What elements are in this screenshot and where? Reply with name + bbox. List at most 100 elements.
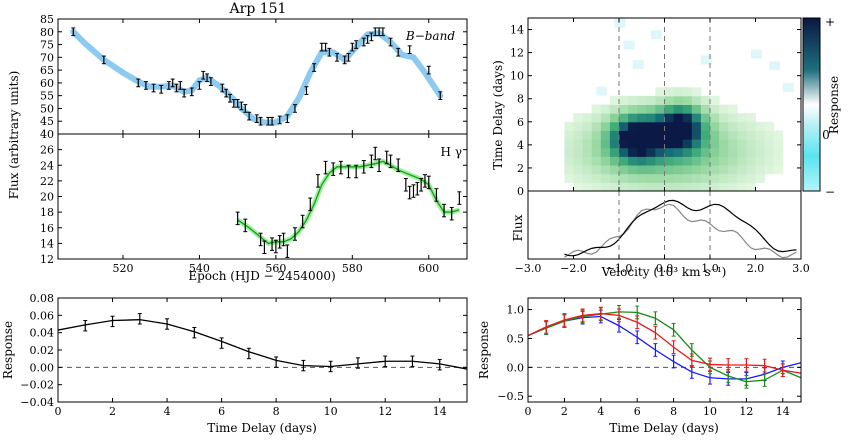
map-cell	[664, 139, 675, 149]
map-cell	[664, 130, 675, 140]
map-cell	[691, 156, 702, 166]
map-cell	[655, 173, 665, 183]
map-cell	[628, 95, 638, 105]
map-cell	[746, 173, 756, 183]
map-cell	[691, 165, 702, 175]
x-tick-label: −1.0	[606, 262, 633, 275]
map-cell	[609, 165, 620, 175]
map-cell	[719, 113, 729, 123]
map-cell	[710, 182, 720, 192]
map-cell	[646, 139, 656, 149]
y-tick-label: 0.0	[507, 361, 525, 374]
transfer-curve	[57, 319, 468, 370]
map-cell	[664, 182, 675, 192]
y-tick-label: −0.5	[497, 390, 524, 403]
map-cell	[664, 95, 675, 105]
x-tick-label: 12	[739, 405, 753, 418]
map-cell	[746, 113, 756, 123]
map-cell	[637, 173, 647, 183]
map-cell	[691, 173, 702, 183]
map-cell	[673, 182, 684, 192]
map-cell	[619, 104, 629, 114]
map-cell	[755, 165, 766, 175]
map-cell	[619, 139, 629, 149]
map-cell	[564, 130, 574, 140]
map-cell	[719, 173, 729, 183]
panel-frame	[57, 297, 468, 403]
x-tick-label: 1.0	[701, 262, 719, 275]
map-cell	[619, 173, 629, 183]
map-cell	[755, 156, 766, 166]
map-cell	[655, 87, 665, 97]
map-cell	[609, 139, 620, 149]
map-cell	[628, 147, 638, 157]
map-cell	[728, 147, 738, 157]
map-cell	[573, 165, 584, 175]
y-tick-label: −0.04	[20, 396, 54, 409]
map-cell-negative	[769, 61, 781, 71]
x-tick-label: 2	[109, 405, 116, 418]
map-cell-negative	[623, 40, 635, 50]
y-tick-label: 12	[510, 47, 524, 60]
line-profile-panel: −3.0 −2.0 −1.0 0.0 1.0 2.0 3.0	[515, 190, 810, 275]
y-tick-label: 14	[510, 24, 524, 37]
x-tick-label: 520	[112, 262, 133, 275]
colorbar-mid-label: 0	[822, 128, 830, 142]
map-cell	[573, 113, 584, 123]
map-cell	[619, 95, 629, 105]
y-tick-label: 55	[40, 90, 54, 103]
map-cell	[673, 156, 684, 166]
map-cell	[710, 147, 720, 157]
y-tick-label: 60	[40, 77, 54, 90]
map-cell	[646, 113, 656, 123]
y-tick-label: 14	[40, 237, 54, 250]
map-cell-negative	[650, 30, 662, 40]
map-cell	[655, 95, 665, 105]
map-cell	[691, 87, 702, 97]
map-cell	[655, 130, 665, 140]
map-cell	[655, 182, 665, 192]
map-cell	[564, 147, 574, 157]
map-cell	[691, 95, 702, 105]
hgamma-model-line	[237, 160, 460, 245]
y-tick-label: 0.02	[30, 344, 55, 357]
map-cell	[619, 130, 629, 140]
map-cell	[764, 139, 775, 149]
map-cell	[746, 139, 756, 149]
x-tick-label: 600	[418, 262, 439, 275]
map-cell	[609, 95, 620, 105]
map-cell	[609, 130, 620, 140]
series-line-1	[527, 311, 802, 383]
y-tick-label: 26	[40, 144, 54, 157]
y-tick-label: 20	[40, 191, 54, 204]
x-tick-label: 0	[55, 405, 62, 418]
map-cell	[773, 139, 784, 149]
map-cell	[628, 121, 638, 131]
hgamma-panel: 12 14 16 18 20 22 24 26 520 540 560 580 600	[40, 133, 468, 275]
map-cell	[655, 156, 665, 166]
x-tick-label: 14	[776, 405, 790, 418]
map-cell	[646, 173, 656, 183]
velresolved-ylabel: Response	[477, 321, 491, 379]
map-cell	[691, 121, 702, 131]
map-cell	[582, 139, 593, 149]
x-tick-label: 8	[670, 405, 677, 418]
map-cell	[764, 121, 775, 131]
map-cell	[564, 156, 574, 166]
map-cell	[728, 113, 738, 123]
map-cell	[673, 87, 684, 97]
x-tick-label: 3.0	[792, 262, 810, 275]
map-cell	[591, 113, 602, 123]
x-tick-label: 0.0	[656, 262, 674, 275]
map-cell	[700, 147, 711, 157]
map-cell	[609, 121, 620, 131]
map-cell	[746, 156, 756, 166]
map-cell	[582, 121, 593, 131]
map-cell	[728, 104, 738, 114]
y-tick-label: 40	[40, 128, 54, 141]
map-cell	[600, 104, 611, 114]
map-cell	[582, 173, 593, 183]
map-cell	[664, 113, 675, 123]
map-cell	[728, 156, 738, 166]
